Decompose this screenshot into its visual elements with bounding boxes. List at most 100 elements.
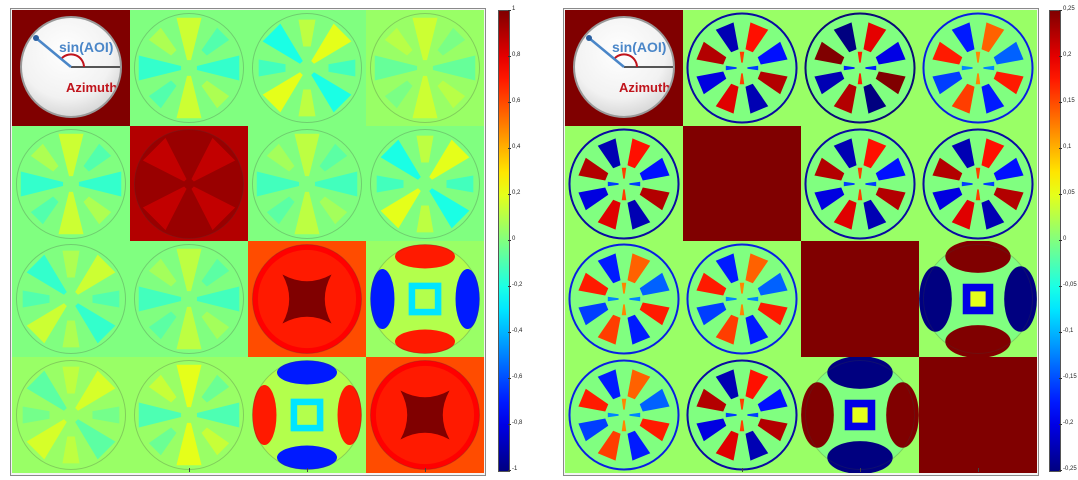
- matrix-cell-m43: [248, 356, 366, 473]
- lobe: [22, 290, 50, 308]
- lobe: [92, 290, 120, 308]
- pupil-pattern: [686, 12, 798, 124]
- lobe: [696, 71, 727, 95]
- lobe: [757, 41, 788, 65]
- lobe: [627, 199, 651, 230]
- lobe: [863, 83, 887, 114]
- colorbar-tick: [1059, 286, 1062, 287]
- colorbar-tick: [508, 332, 511, 333]
- pupil-rim: [686, 243, 798, 355]
- lobe: [715, 83, 739, 114]
- lobe: [757, 272, 788, 296]
- colorbar-tick: [1059, 148, 1062, 149]
- inset-aoi-label: sin(AOI): [59, 39, 114, 55]
- cell-image: [565, 356, 683, 473]
- matrix-cell-m42: [683, 356, 801, 473]
- axis-tick: [307, 468, 308, 472]
- center-core: [970, 291, 986, 307]
- lobe: [639, 417, 670, 441]
- matrix-cell-m32: [130, 241, 248, 357]
- lobe: [374, 55, 418, 81]
- lobe: [951, 137, 975, 168]
- colorbar-tick: [508, 194, 511, 195]
- lobe: [201, 427, 230, 455]
- matrix-cell-m31: [565, 241, 683, 357]
- pupil-edge: [251, 128, 363, 239]
- lobe: [863, 199, 887, 230]
- matrix-cell-m44: [366, 356, 484, 473]
- lobe: [20, 170, 64, 197]
- lobe: [745, 368, 769, 399]
- cell-image: [12, 356, 130, 473]
- colorbar-tick: [508, 56, 511, 57]
- pupil-pattern: [22, 250, 120, 348]
- lobe: [148, 258, 177, 287]
- colorbar-tick-label: -0,15: [1063, 374, 1077, 380]
- lobe: [311, 23, 352, 64]
- pupil-edge: [922, 12, 1034, 124]
- pupil-disk: [687, 359, 797, 470]
- lobe: [319, 143, 348, 171]
- colorbar-tick-label: -0,6: [512, 374, 523, 380]
- cell-image: [919, 125, 1037, 242]
- lobe: [176, 17, 202, 61]
- lobe: [814, 71, 845, 95]
- pupil-pattern: [252, 359, 362, 470]
- lobe: [376, 174, 404, 193]
- lobe: [142, 185, 187, 230]
- pupil-disk: [805, 128, 915, 239]
- inset-diagram: [586, 35, 673, 68]
- right-mueller-panel: sin(AOI) Azimuth 0,25 0,2 0,15 0,1 0,05 0 -0,0…: [555, 0, 1078, 480]
- lobe: [429, 139, 470, 180]
- cell-fill: [919, 356, 1037, 473]
- lobe: [945, 241, 1011, 273]
- axis-tick: [425, 468, 426, 472]
- matrix-cell-m32: [683, 241, 801, 357]
- colorbar-tick: [508, 470, 511, 471]
- lobe: [639, 186, 670, 210]
- lobe: [993, 41, 1024, 65]
- lobe: [932, 157, 963, 181]
- lobe: [639, 388, 670, 412]
- lobe: [578, 186, 609, 210]
- lobe: [138, 401, 182, 428]
- cell-image: [919, 356, 1037, 473]
- lobe: [201, 80, 230, 109]
- lobe: [83, 143, 112, 171]
- pupil-edge: [369, 12, 481, 124]
- cell-image: [366, 10, 484, 126]
- lobe: [62, 366, 80, 394]
- lobe: [412, 17, 438, 61]
- lobe: [201, 258, 230, 287]
- lobe: [62, 320, 80, 348]
- pupil-rim: [804, 12, 916, 124]
- lobe: [314, 170, 358, 197]
- lobe: [715, 430, 739, 461]
- center-star: [400, 389, 450, 440]
- lobe: [176, 422, 202, 465]
- lobe: [138, 286, 182, 312]
- colorbar-tick-label: 0,4: [512, 144, 521, 150]
- lobe: [627, 430, 651, 461]
- lobe: [1004, 266, 1037, 332]
- matrix-cell-m23: [248, 125, 366, 242]
- lobe: [384, 27, 413, 56]
- cell-image: [248, 356, 366, 473]
- pupil-pattern: [138, 248, 240, 350]
- lobe: [757, 302, 788, 326]
- lobe: [932, 186, 963, 210]
- lobe: [148, 27, 177, 56]
- pupil-edge: [15, 359, 127, 470]
- lobe: [627, 253, 651, 284]
- colorbar-tick-label: -0,4: [512, 328, 523, 334]
- colorbar-tick-label: -0,25: [1063, 466, 1077, 472]
- pupil-disk: [805, 13, 915, 123]
- cell-image: [248, 241, 366, 357]
- colorbar-tick-label: 0,25: [1063, 6, 1075, 12]
- lobe: [432, 55, 476, 81]
- lobe: [75, 370, 116, 411]
- cell-image: [919, 10, 1037, 126]
- lobe: [833, 137, 857, 168]
- lobe: [148, 374, 177, 402]
- lobe: [814, 186, 845, 210]
